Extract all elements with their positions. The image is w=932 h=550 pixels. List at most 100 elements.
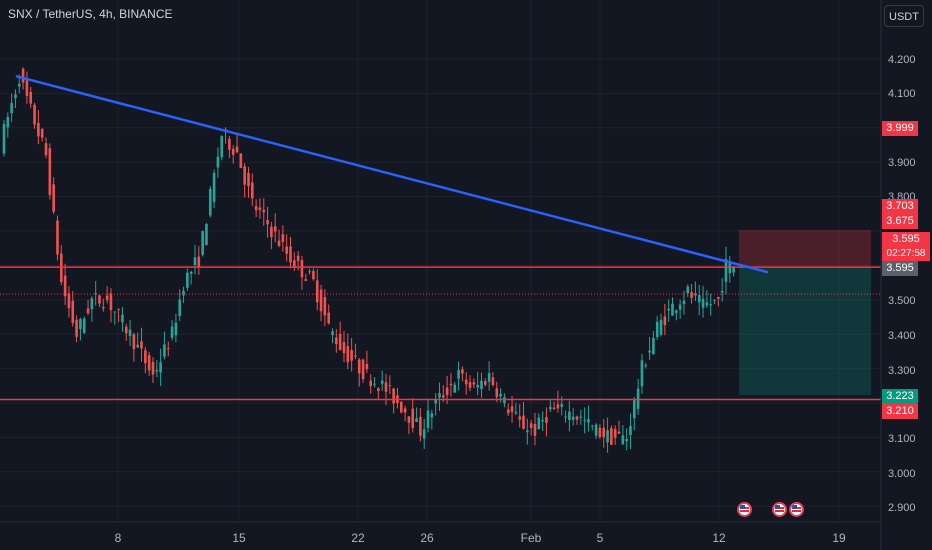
candle-body [545,417,548,423]
candle-body [701,298,705,308]
candle [655,315,659,340]
candle [10,93,13,122]
candle [109,288,113,323]
candle [113,311,117,325]
time-tick: Feb [520,531,542,545]
candle [273,213,277,243]
candle-body [617,431,621,434]
candle-body [568,411,571,420]
candle-body [186,272,189,288]
candle-body [575,416,579,420]
candle [583,407,586,434]
currency-button[interactable]: USDT [884,5,924,27]
candle [552,401,556,410]
candle-body [189,271,193,274]
candle [537,413,541,430]
candle [163,331,166,360]
candle [312,268,315,281]
candle [151,357,155,384]
candle [686,284,690,298]
candle [67,286,71,318]
us-flag-icon[interactable] [789,502,804,517]
candle [304,273,308,282]
candle [182,286,185,303]
candle-body [228,138,231,150]
candle-body [319,289,323,312]
price-tick: 3.300 [888,365,916,377]
candle [720,277,724,302]
us-flag-icon[interactable] [737,502,752,517]
candle-body [487,373,491,382]
candle-body [365,363,369,370]
candle-body [335,337,338,345]
candle-body [33,104,36,125]
price-tag-3999: 3.999 [882,121,918,136]
candle-body [667,308,670,311]
candle-body [82,318,86,333]
candle [86,299,90,316]
candle-body [113,311,117,313]
candle [285,234,288,262]
price-tag-3703: 3.703 [882,199,918,214]
candle-body [94,293,97,295]
candle-body [98,295,101,304]
candle [373,377,376,388]
candle-body [105,295,109,300]
candle [121,306,124,332]
candle-body [48,148,52,195]
candle [575,415,579,425]
candle-body [464,379,468,385]
candle [594,423,598,440]
candle-body [281,234,285,242]
candle-body [239,153,243,168]
candle-body [472,382,476,385]
candle [147,351,151,376]
candle [438,382,441,411]
candle-body [331,331,334,336]
candle-body [633,399,636,419]
candle [697,284,701,316]
candle-body [720,291,724,293]
candle [652,331,655,355]
candle-body [445,387,449,396]
candle-body [377,388,380,392]
candle [705,290,709,309]
candle-body [251,182,254,199]
candle [254,199,258,218]
candle [491,371,495,387]
symbol-title[interactable]: SNX / TetherUS, 4h, BINANCE [8,7,173,21]
candle-body [277,240,281,246]
candle [205,222,208,246]
candle [415,407,418,423]
candle [430,409,434,430]
candle [499,388,502,403]
candle [571,408,575,426]
candle-body [144,350,147,364]
candle-body [506,409,510,414]
price-tick: 4.200 [888,54,916,66]
candle-body [67,293,71,309]
candle [262,198,266,226]
candle [510,395,514,423]
candle-body [495,388,499,397]
stop-loss-zone [739,229,871,268]
candle-body [724,259,728,282]
candle-body [606,430,609,443]
candle [208,186,212,218]
overlays [0,74,881,401]
candle-body [411,408,415,429]
candle-body [159,362,162,373]
candle [506,403,510,417]
candle-body [121,314,124,323]
candle [239,153,243,169]
us-flag-icon[interactable] [772,502,787,517]
candle-body [610,427,613,445]
candle [709,293,712,316]
candle-body [235,146,239,153]
candle-body [556,404,560,409]
candle [189,270,193,285]
candle-body [419,416,422,436]
candle-body [212,172,216,202]
candle-body [453,384,457,393]
